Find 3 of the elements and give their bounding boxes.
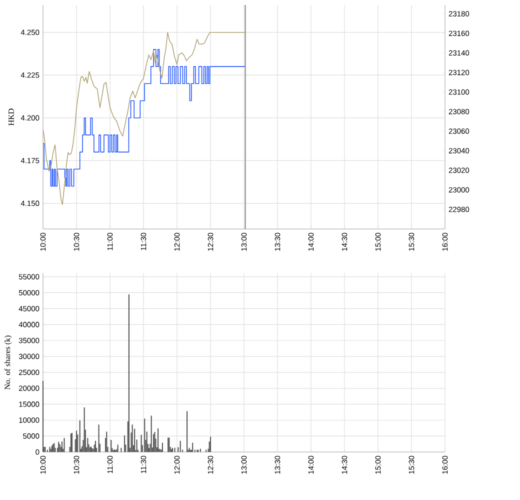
line-series bbox=[43, 32, 246, 205]
y-axis-title: No. of shares (k) bbox=[4, 336, 12, 390]
y-axis-title: HKD bbox=[8, 108, 14, 126]
